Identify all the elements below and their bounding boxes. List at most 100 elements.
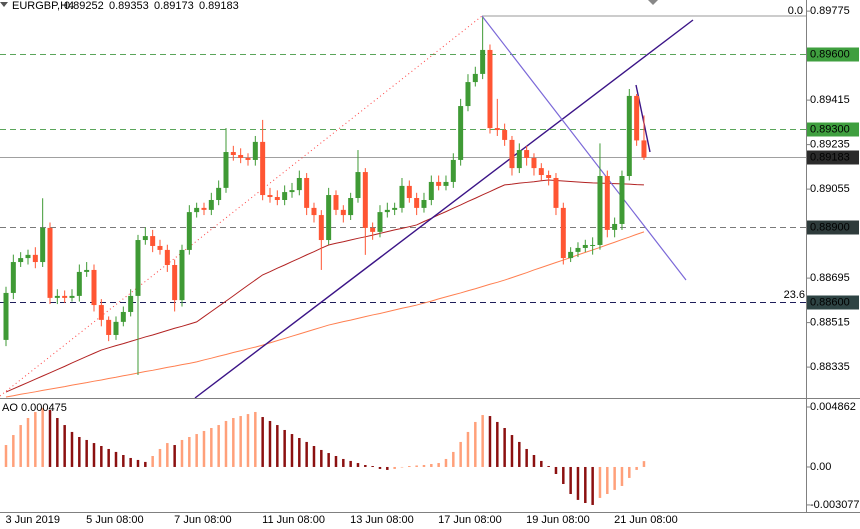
y-tick-label: 0.89055 (810, 183, 850, 195)
candle-body (553, 177, 559, 208)
candle-body (91, 269, 97, 306)
moving-average (5, 231, 645, 398)
candle-body (333, 195, 339, 210)
indicator-name: AO (2, 402, 18, 414)
candle-body (465, 82, 471, 107)
candle-body (384, 209, 390, 213)
candle-body (238, 154, 244, 158)
candle-body (47, 227, 53, 298)
ao-histogram (4, 408, 646, 505)
candle-body (582, 244, 588, 248)
y-tick-label: -0.003077 (810, 499, 860, 511)
candle-body (472, 73, 478, 83)
y-tick-label: 0.00 (810, 461, 831, 473)
level-box (807, 47, 859, 62)
level-label: 0.89300 (810, 123, 850, 135)
x-tick-label: 21 Jun 08:00 (614, 514, 678, 526)
candle-body (164, 249, 170, 266)
x-tick-label: 11 Jun 08:00 (262, 514, 325, 526)
candle-body (186, 212, 192, 250)
moving-average (5, 179, 644, 393)
candle-body (428, 181, 434, 200)
fib-label: 23.6 (784, 289, 805, 301)
candle-body (76, 271, 82, 296)
symbol: EURGBP,H4 (12, 0, 74, 12)
candle-body (135, 240, 141, 296)
candle-body (252, 141, 258, 160)
y-tick-label: 0.88335 (810, 361, 850, 373)
candles (3, 17, 647, 376)
candle-body (509, 139, 515, 169)
candle-body (362, 172, 368, 228)
candle-body (69, 295, 75, 298)
candle-body (355, 172, 361, 199)
candle-body (40, 227, 46, 263)
candle-body (10, 262, 16, 293)
candle-body (157, 245, 163, 250)
candle-body (590, 244, 596, 246)
candle-body (179, 249, 185, 301)
candle-body (113, 321, 119, 335)
header-close: 0.89183 (199, 0, 239, 12)
candle-body (597, 176, 603, 245)
header-low: 0.89173 (154, 0, 194, 12)
candle-body (3, 292, 9, 340)
candle-body (260, 141, 266, 196)
candle-body (560, 207, 566, 259)
candle-body (377, 212, 383, 232)
y-tick-label: 0.004862 (810, 401, 856, 413)
candle-body (32, 254, 38, 263)
candle-body (414, 198, 420, 208)
last-price-box (807, 150, 859, 165)
candle-body (568, 251, 574, 259)
candle-body (274, 197, 280, 200)
candle-body (370, 227, 376, 232)
candle-body (546, 175, 552, 178)
y-tick-label: 0.89415 (810, 94, 850, 106)
candle-body (326, 195, 332, 241)
candle-body (106, 319, 112, 335)
x-tick-label: 19 Jun 08:00 (526, 514, 590, 526)
candle-body (142, 236, 148, 241)
moving-averages (5, 179, 645, 398)
candle-body (612, 223, 618, 230)
x-tick-label: 13 Jun 08:00 (350, 514, 414, 526)
fib-label: 0.0 (788, 5, 803, 17)
candle-body (531, 157, 537, 169)
last-price-label: 0.89183 (810, 151, 850, 163)
scroll-icon[interactable] (648, 0, 658, 5)
candle-body (480, 49, 486, 74)
menu-icon[interactable] (0, 2, 8, 7)
x-tick-label: 17 Jun 08:00 (438, 514, 502, 526)
candle-body (150, 236, 156, 246)
candle-body (406, 185, 412, 199)
candle-body (575, 247, 581, 252)
candle-body (311, 207, 317, 216)
price-labels: 0.89600 0.89300 0.88900 0.88600 0.89183 (807, 47, 859, 310)
candle-body (619, 176, 625, 224)
candle-body (216, 187, 222, 200)
candle-body (516, 150, 522, 169)
level-label: 0.89600 (810, 48, 850, 60)
candle-body (348, 198, 354, 216)
candle-body (443, 181, 449, 186)
candle-body (296, 177, 302, 191)
candle-body (18, 258, 24, 263)
candle-body (641, 140, 647, 158)
level-box (807, 295, 859, 310)
y-tick-label: 0.89235 (810, 139, 850, 151)
candle-body (172, 265, 178, 301)
candle-body (340, 209, 346, 216)
candle-body (128, 295, 134, 312)
level-box (807, 122, 859, 137)
trend-line (194, 19, 694, 399)
candle-body (626, 95, 632, 177)
candle-body (25, 254, 31, 259)
candle-body (421, 199, 427, 208)
candle-body (245, 157, 251, 160)
candle-body (282, 192, 288, 200)
candle-body (289, 190, 295, 193)
candle-body (201, 207, 207, 210)
